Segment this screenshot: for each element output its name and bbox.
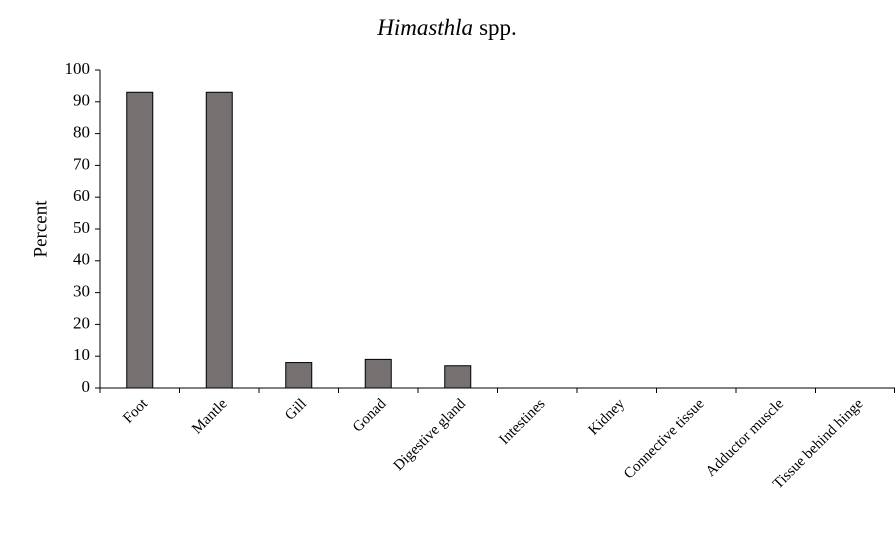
y-tick-label: 70 <box>73 154 90 173</box>
x-tick-label: Gill <box>282 396 310 424</box>
x-tick-label: Foot <box>120 395 151 426</box>
y-tick-label: 10 <box>73 345 90 364</box>
x-tick-label: Gonad <box>350 396 390 436</box>
y-tick-label: 30 <box>73 282 90 301</box>
y-tick-label: 100 <box>65 59 91 78</box>
y-axis-label: Percent <box>30 200 51 258</box>
y-tick-label: 50 <box>73 218 90 237</box>
x-tick-label: Kidney <box>585 396 628 439</box>
chart-title: Himasthla spp. <box>376 15 517 40</box>
y-tick-label: 0 <box>82 377 91 396</box>
x-tick-label: Adductor muscle <box>703 396 787 480</box>
y-tick-label: 90 <box>73 91 90 110</box>
bar <box>126 91 154 389</box>
bar <box>285 362 313 389</box>
y-tick-label: 60 <box>73 186 90 205</box>
title-genus: Himasthla <box>376 15 473 40</box>
y-tick-label: 20 <box>73 313 90 332</box>
x-tick-label: Tissue behind hinge <box>770 396 867 493</box>
y-tick-label: 40 <box>73 250 90 269</box>
x-tick-label: Connective tissue <box>621 396 708 483</box>
x-tick-label: Mantle <box>189 396 231 438</box>
x-tick-label: Intestines <box>497 396 549 448</box>
title-rest: spp. <box>479 15 517 40</box>
bar <box>205 91 233 389</box>
bar <box>444 365 472 389</box>
bar <box>364 358 392 389</box>
x-tick-label: Digestive gland <box>391 396 470 475</box>
y-tick-label: 80 <box>73 123 90 142</box>
